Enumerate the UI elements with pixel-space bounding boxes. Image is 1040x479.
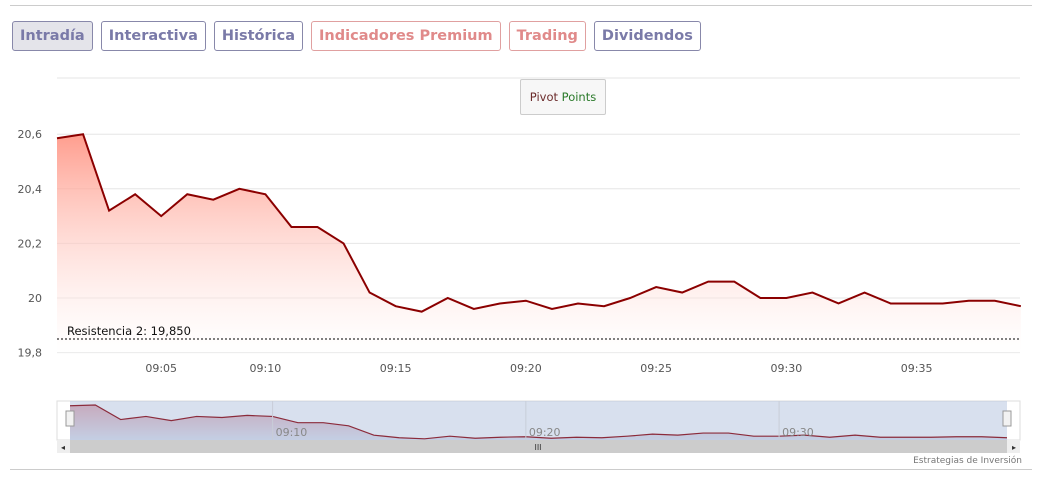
tab-bar: Intradía Interactiva Histórica Indicadores … xyxy=(12,21,701,51)
tab-hist-rica[interactable]: Histórica xyxy=(213,21,304,51)
x-tick-label: 09:35 xyxy=(901,362,933,375)
pivot-label: Pivot xyxy=(529,90,559,104)
navigator-handle-right[interactable] xyxy=(1002,410,1012,427)
tab-dividendos[interactable]: Dividendos xyxy=(593,21,701,51)
y-tick-label: 20,2 xyxy=(18,237,43,250)
navigator-line xyxy=(69,404,1008,440)
price-chart[interactable]: 19,8 20 20,2 20,4 20,6 Resistencia 2: 19,850 0… xyxy=(0,60,1040,460)
scroll-right-arrow-icon[interactable]: ▸ xyxy=(1012,443,1016,452)
navigator-handle-left[interactable] xyxy=(65,410,75,427)
points-label: Points xyxy=(561,90,597,104)
x-tick-label: 09:20 xyxy=(510,362,542,375)
navigator-tick-label: 09:30 xyxy=(782,426,814,439)
x-tick-label: 09:10 xyxy=(250,362,282,375)
scrollbar-thumb[interactable] xyxy=(70,440,1007,453)
y-tick-label: 20 xyxy=(28,292,42,305)
x-tick-label: 09:25 xyxy=(640,362,672,375)
credit-text: Estrategias de Inversión xyxy=(913,456,1022,466)
bottom-divider xyxy=(10,469,1032,470)
pivot-points-button[interactable]: Pivot Points xyxy=(520,79,606,115)
y-tick-label: 20,6 xyxy=(18,128,43,141)
tab-intrad-a[interactable]: Intradía xyxy=(12,21,93,51)
tab-interactiva[interactable]: Interactiva xyxy=(100,21,206,51)
tab-indicadores-premium[interactable]: Indicadores Premium xyxy=(311,21,501,51)
resistance-label: Resistencia 2: 19,850 xyxy=(67,324,191,338)
x-tick-label: 09:30 xyxy=(771,362,803,375)
price-line xyxy=(56,133,1022,313)
x-tick-label: 09:05 xyxy=(145,362,177,375)
y-tick-label: 20,4 xyxy=(18,183,43,196)
x-tick-label: 09:15 xyxy=(380,362,412,375)
navigator-tick-label: 09:10 xyxy=(276,426,308,439)
navigator-selection xyxy=(70,401,1007,440)
navigator-tick-label: 09:20 xyxy=(529,426,561,439)
top-divider xyxy=(10,5,1032,6)
scroll-left-arrow-icon[interactable]: ◂ xyxy=(61,443,65,452)
scrollbar-grip-icon: III xyxy=(534,443,541,452)
tab-trading[interactable]: Trading xyxy=(508,21,586,51)
y-tick-label: 19,8 xyxy=(18,347,43,360)
